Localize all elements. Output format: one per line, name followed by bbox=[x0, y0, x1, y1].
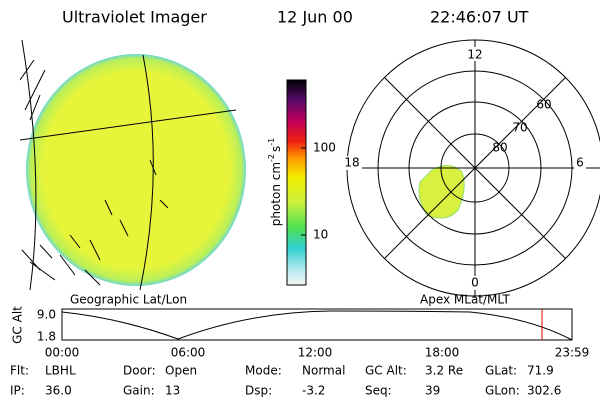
info-label: Seq: bbox=[365, 384, 392, 398]
time: 22:46:07 UT bbox=[430, 8, 529, 27]
info-panel: Flt: LBHL Door: Open Mode: Normal GC Alt: 3.2 R… bbox=[10, 364, 561, 398]
timeline-x-label: 18:00 bbox=[425, 346, 460, 360]
timeline-x-label: 00:00 bbox=[45, 346, 80, 360]
info-value: 3.2 Re bbox=[425, 364, 463, 378]
panel-label: Geographic Lat/Lon bbox=[70, 293, 187, 307]
info-label: Gain: bbox=[123, 384, 155, 398]
info-value: 39 bbox=[425, 384, 440, 398]
info-value: 36.0 bbox=[45, 384, 72, 398]
lat-label: 80 bbox=[492, 141, 507, 155]
info-value: Normal bbox=[302, 364, 345, 378]
info-label: GLat: bbox=[485, 364, 517, 378]
timeline-x-label: 06:00 bbox=[171, 346, 206, 360]
timeline bbox=[61, 308, 573, 341]
timeline-y-label: 9.0 bbox=[37, 308, 56, 322]
info-value: 302.6 bbox=[527, 384, 561, 398]
colorbar bbox=[286, 79, 307, 286]
timeline-y-label: 1.8 bbox=[37, 330, 56, 344]
timeline-x-label: 12:00 bbox=[298, 346, 333, 360]
mlt-label: 6 bbox=[576, 156, 584, 170]
info-label: Dsp: bbox=[245, 384, 272, 398]
info-value: LBHL bbox=[45, 364, 76, 378]
timeline-axis-label: GC Alt bbox=[11, 306, 25, 344]
info-label: Mode: bbox=[245, 364, 282, 378]
timeline-x-label: 23:59 bbox=[555, 346, 590, 360]
info-value: 71.9 bbox=[527, 364, 554, 378]
uv-image bbox=[20, 40, 246, 290]
info-value: 13 bbox=[165, 384, 180, 398]
colorbar-tick: 10 bbox=[313, 228, 328, 242]
mlt-label: 12 bbox=[467, 48, 482, 62]
info-label: Door: bbox=[123, 364, 156, 378]
lat-label: 60 bbox=[536, 98, 551, 112]
info-label: GC Alt: bbox=[365, 364, 407, 378]
date: 12 Jun 00 bbox=[277, 8, 353, 27]
panel-label: Apex MLat/MLT bbox=[420, 293, 510, 307]
info-value: -3.2 bbox=[302, 384, 325, 398]
mlt-label: 18 bbox=[344, 156, 359, 170]
info-label: IP: bbox=[10, 384, 25, 398]
mlt-label: 0 bbox=[471, 276, 479, 290]
info-label: GLon: bbox=[485, 384, 520, 398]
title: Ultraviolet Imager bbox=[62, 8, 207, 27]
colorbar-label: photon cm-2s-1 bbox=[267, 138, 283, 227]
info-value: Open bbox=[165, 364, 197, 378]
colorbar-tick: 100 bbox=[313, 141, 336, 155]
polar-plot bbox=[346, 39, 600, 297]
info-label: Flt: bbox=[10, 364, 29, 378]
lat-label: 70 bbox=[512, 121, 527, 135]
